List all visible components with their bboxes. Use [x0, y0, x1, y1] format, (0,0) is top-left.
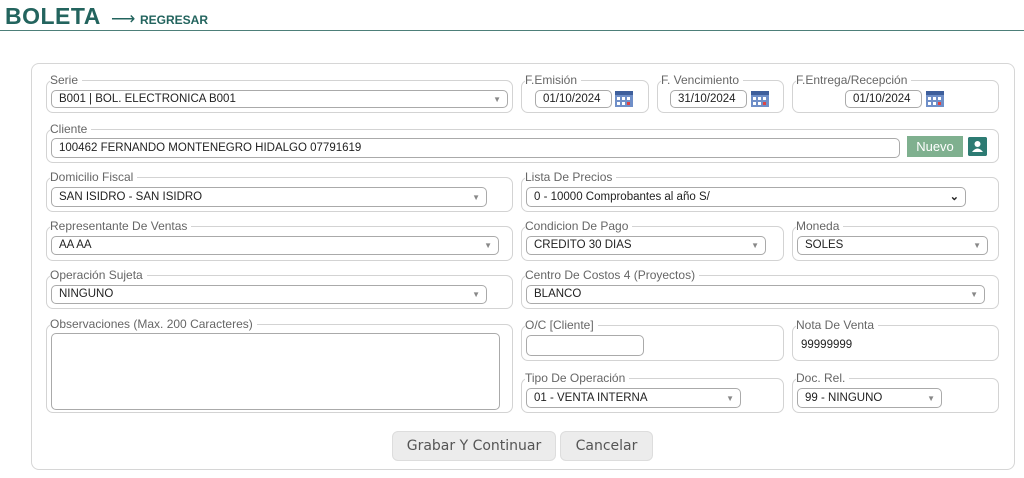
cliente-input[interactable]: 100462 FERNANDO MONTENEGRO HIDALGO 07791…	[51, 138, 900, 158]
condicion-pago-select[interactable]: CREDITO 30 DIAS ▼	[526, 236, 766, 255]
operacion-sujeta-label: Operación Sujeta	[50, 268, 147, 282]
lista-precios-value: 0 - 10000 Comprobantes al año S/	[534, 191, 710, 203]
domicilio-label: Domicilio Fiscal	[50, 170, 138, 184]
f-entrega-input[interactable]: 01/10/2024	[845, 90, 922, 108]
caret-down-icon: ▼	[472, 290, 480, 299]
domicilio-select[interactable]: SAN ISIDRO - SAN ISIDRO ▼	[51, 187, 487, 207]
f-vencimiento-label: F. Vencimiento	[661, 73, 744, 87]
doc-rel-label: Doc. Rel.	[796, 371, 850, 385]
serie-select[interactable]: B001 | BOL. ELECTRONICA B001 ▼	[51, 90, 508, 108]
representante-select[interactable]: AA AA ▼	[51, 236, 499, 255]
condicion-pago-label: Condicion De Pago	[525, 219, 633, 233]
observaciones-label: Observaciones (Max. 200 Caracteres)	[50, 317, 257, 331]
f-entrega-group: F.Entrega/Recepción	[792, 73, 999, 113]
doc-rel-group: Doc. Rel.	[792, 371, 999, 413]
form-panel	[31, 63, 1015, 470]
f-vencimiento-group: F. Vencimiento	[657, 73, 784, 113]
serie-label: Serie	[50, 73, 83, 87]
caret-down-icon: ▼	[726, 394, 734, 403]
moneda-value: SOLES	[805, 239, 844, 251]
nota-venta-group: Nota De Venta	[792, 318, 999, 361]
tipo-operacion-group: Tipo De Operación	[521, 371, 784, 413]
back-link[interactable]: REGRESAR	[140, 13, 209, 27]
f-emision-input[interactable]: 01/10/2024	[535, 90, 612, 108]
condicion-pago-group: Condicion De Pago	[521, 219, 784, 261]
lista-precios-select[interactable]: 0 - 10000 Comprobantes al año S/ ⌄	[526, 187, 966, 207]
centro-costos-value: BLANCO	[534, 288, 582, 300]
cancel-button[interactable]: Cancelar	[560, 431, 653, 461]
oc-cliente-input[interactable]	[526, 335, 644, 356]
lista-precios-label: Lista De Precios	[525, 170, 617, 184]
f-entrega-label: F.Entrega/Recepción	[796, 73, 912, 87]
nuevo-cliente-button[interactable]: Nuevo	[907, 136, 963, 157]
centro-costos-label: Centro De Costos 4 (Proyectos)	[525, 268, 700, 282]
f-emision-label: F.Emisión	[525, 73, 582, 87]
moneda-label: Moneda	[796, 219, 844, 233]
moneda-group: Moneda	[792, 219, 999, 261]
caret-down-icon: ▼	[751, 241, 759, 250]
domicilio-value: SAN ISIDRO - SAN ISIDRO	[59, 191, 203, 203]
nota-venta-label: Nota De Venta	[796, 318, 879, 332]
calendar-icon[interactable]	[926, 91, 944, 107]
tipo-operacion-value: 01 - VENTA INTERNA	[534, 392, 648, 404]
user-icon[interactable]	[968, 137, 987, 156]
moneda-select[interactable]: SOLES ▼	[797, 236, 988, 255]
caret-down-icon: ▼	[973, 241, 981, 250]
lista-precios-group: Lista De Precios	[521, 170, 999, 212]
oc-cliente-group: O/C [Cliente]	[521, 318, 784, 361]
representante-value: AA AA	[59, 239, 92, 251]
condicion-pago-value: CREDITO 30 DIAS	[534, 239, 632, 251]
header-divider	[0, 30, 1024, 31]
caret-down-icon: ▼	[927, 394, 935, 403]
calendar-icon[interactable]	[751, 91, 769, 107]
calendar-icon[interactable]	[615, 91, 633, 107]
centro-costos-select[interactable]: BLANCO ▼	[526, 285, 985, 304]
f-emision-group: F.Emisión	[521, 73, 649, 113]
domicilio-group: Domicilio Fiscal	[46, 170, 513, 212]
doc-rel-select[interactable]: 99 - NINGUNO ▼	[797, 388, 942, 408]
observaciones-textarea[interactable]	[51, 333, 500, 410]
arrow-right-icon: ⟶	[111, 9, 136, 28]
observaciones-group: Observaciones (Max. 200 Caracteres)	[46, 317, 513, 413]
tipo-operacion-select[interactable]: 01 - VENTA INTERNA ▼	[526, 388, 741, 408]
nota-venta-value: 99999999	[801, 339, 853, 351]
cliente-group: Cliente	[46, 122, 999, 163]
caret-down-icon: ▼	[472, 193, 480, 202]
operacion-sujeta-select[interactable]: NINGUNO ▼	[51, 285, 487, 304]
chevron-down-icon: ⌄	[949, 191, 959, 203]
tipo-operacion-label: Tipo De Operación	[525, 371, 630, 385]
centro-costos-group: Centro De Costos 4 (Proyectos)	[521, 268, 999, 309]
operacion-sujeta-group: Operación Sujeta	[46, 268, 513, 309]
save-continue-button[interactable]: Grabar Y Continuar	[392, 431, 556, 461]
caret-down-icon: ▼	[970, 290, 978, 299]
operacion-sujeta-value: NINGUNO	[59, 288, 114, 300]
cliente-label: Cliente	[50, 122, 92, 136]
representante-group: Representante De Ventas	[46, 219, 513, 261]
page-title: BOLETA	[5, 3, 101, 29]
doc-rel-value: 99 - NINGUNO	[805, 392, 883, 404]
representante-label: Representante De Ventas	[50, 219, 192, 233]
serie-group: Serie	[46, 73, 513, 113]
serie-value: B001 | BOL. ELECTRONICA B001	[59, 93, 236, 105]
f-vencimiento-input[interactable]: 31/10/2024	[670, 90, 747, 108]
caret-down-icon: ▼	[484, 241, 492, 250]
oc-cliente-label: O/C [Cliente]	[525, 318, 598, 332]
caret-down-icon: ▼	[493, 95, 501, 104]
